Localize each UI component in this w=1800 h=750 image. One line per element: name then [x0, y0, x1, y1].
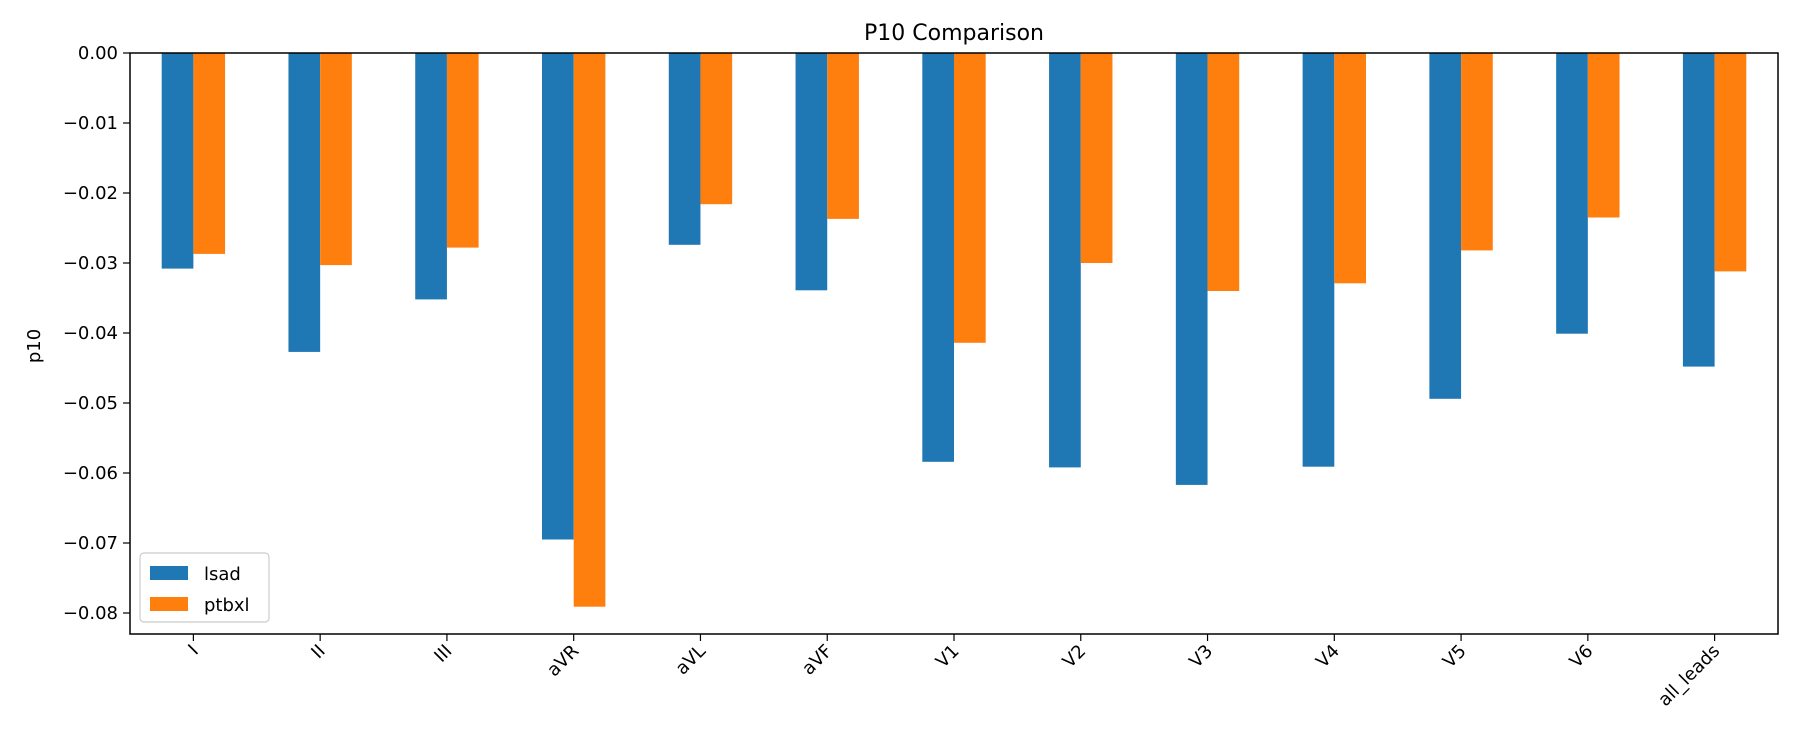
x-tick-label-aVR: aVR	[543, 641, 583, 681]
bar-lsad-II	[288, 53, 321, 352]
legend: lsad ptbxl	[139, 552, 270, 623]
legend-label-ptbxl: ptbxl	[204, 595, 250, 616]
y-axis-label: p10	[24, 329, 45, 363]
bar-ptbxl-V3	[1207, 53, 1240, 291]
x-tick-label-V5: V5	[1439, 641, 1471, 673]
bar-ptbxl-II	[320, 53, 352, 266]
y-tick-label: −0.06	[63, 463, 118, 484]
y-tick-label: −0.02	[63, 183, 118, 204]
chart-title: P10 Comparison	[864, 21, 1044, 46]
bar-lsad-V3	[1175, 53, 1208, 485]
bar-ptbxl-V2	[1080, 53, 1113, 263]
bar-lsad-V4	[1302, 53, 1335, 467]
bar-lsad-III	[415, 53, 447, 300]
x-tick-label-III: III	[430, 641, 456, 667]
y-tick-label: −0.05	[63, 393, 118, 414]
bar-ptbxl-all_leads	[1714, 53, 1747, 272]
x-tick-label-all_leads: all_leads	[1654, 641, 1724, 711]
x-tick-label-V4: V4	[1312, 641, 1344, 673]
y-tick-label: 0.00	[78, 43, 118, 64]
x-tick-label-aVF: aVF	[798, 641, 837, 680]
x-tick-label-V2: V2	[1059, 641, 1091, 673]
bar-ptbxl-V6	[1587, 53, 1620, 218]
x-tick-label-aVL: aVL	[672, 641, 710, 679]
x-tick-label-V1: V1	[932, 641, 964, 673]
legend-swatch-lsad	[150, 566, 188, 580]
x-tick-label-II: II	[307, 641, 329, 663]
legend-swatch-ptbxl	[150, 597, 188, 611]
bar-ptbxl-aVL	[700, 53, 733, 205]
plot-frame	[129, 52, 1779, 635]
y-tick-label: −0.07	[63, 533, 118, 554]
bar-lsad-V2	[1049, 53, 1081, 468]
bars-group	[161, 53, 1747, 607]
bar-lsad-V6	[1556, 53, 1588, 334]
bar-ptbxl-aVR	[573, 53, 606, 607]
y-tick-label: −0.04	[63, 323, 118, 344]
bar-ptbxl-V4	[1334, 53, 1366, 284]
bar-ptbxl-V1	[954, 53, 986, 343]
bar-lsad-aVL	[668, 53, 701, 245]
x-tick-label-V3: V3	[1185, 641, 1217, 673]
x-axis-ticks: I II III aVR aVL aVF V1 V2 V3 V4 V5 V6 all_leads	[184, 634, 1724, 711]
bar-lsad-all_leads	[1682, 53, 1715, 367]
bar-lsad-aVR	[542, 53, 574, 540]
y-tick-label: −0.08	[63, 603, 118, 624]
bar-lsad-V1	[922, 53, 954, 462]
bar-ptbxl-aVF	[827, 53, 859, 219]
bar-ptbxl-III	[446, 53, 479, 248]
y-axis-ticks: 0.00 −0.01 −0.02 −0.03 −0.04 −0.05 −0.06 −0.07 −…	[63, 43, 130, 624]
bar-ptbxl-V5	[1461, 53, 1493, 251]
bar-ptbxl-I	[193, 53, 226, 254]
bar-lsad-aVF	[795, 53, 828, 291]
x-tick-label-V6: V6	[1566, 641, 1598, 673]
y-tick-label: −0.01	[63, 113, 118, 134]
y-tick-label: −0.03	[63, 253, 118, 274]
legend-label-lsad: lsad	[204, 564, 241, 585]
x-tick-label-I: I	[184, 641, 203, 660]
bar-lsad-I	[161, 53, 194, 269]
bar-lsad-V5	[1429, 53, 1462, 399]
